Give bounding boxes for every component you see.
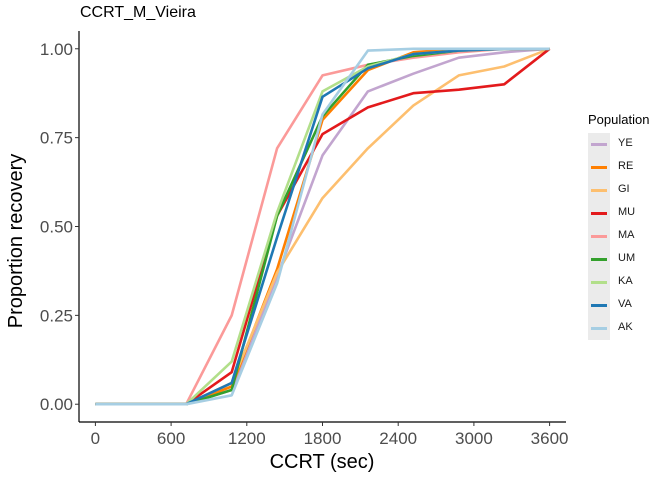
legend-line-icon [591, 212, 607, 215]
legend-item-mu: MU [588, 202, 649, 225]
legend-line-icon [591, 281, 607, 284]
x-tick-label: 3000 [455, 429, 493, 448]
series-line-va [95, 47, 550, 406]
legend-label: MA [618, 229, 635, 241]
legend-title: Population [588, 112, 650, 127]
legend-label: VA [618, 298, 632, 310]
legend-swatch [588, 179, 610, 202]
legend-line-icon [591, 143, 607, 146]
x-tick-label: 3600 [531, 429, 569, 448]
legend-item-re: RE [588, 156, 649, 179]
series-line-gi [95, 47, 551, 406]
series-line-re [95, 47, 550, 406]
series-line-um [95, 47, 550, 406]
legend-label: AK [618, 321, 633, 333]
y-tick-label: 0.25 [40, 306, 73, 325]
legend-item-ma: MA [588, 225, 649, 248]
legend-line-icon [591, 189, 607, 192]
legend-swatch [588, 248, 610, 271]
y-tick-label: 1.00 [40, 40, 73, 59]
y-tick-label: 0.50 [40, 218, 73, 237]
x-tick-label: 1200 [228, 429, 266, 448]
x-tick-label: 0 [91, 429, 100, 448]
legend-line-icon [591, 258, 607, 261]
x-tick-label: 1800 [304, 429, 342, 448]
axes: 0 600 1200 1800 2400 3000 3600 0.00 0.25 0.50 0.75… [40, 31, 569, 448]
legend-swatch [588, 202, 610, 225]
series-line-ma [95, 47, 550, 406]
legend-item-va: VA [588, 294, 649, 317]
legend-line-icon [591, 235, 607, 238]
legend-swatch [588, 156, 610, 179]
legend-label: YE [618, 137, 633, 149]
legend-items: YE RE GI MU MA UM KA VA AK [588, 133, 649, 340]
legend-label: GI [618, 183, 630, 195]
legend-line-icon [591, 166, 607, 169]
series-line-ye [95, 47, 550, 406]
x-tick-label: 2400 [379, 429, 417, 448]
x-axis-label: CCRT (sec) [269, 451, 375, 473]
legend-swatch [588, 271, 610, 294]
series-layer [95, 47, 551, 406]
legend-line-icon [591, 327, 607, 330]
chart-title: CCRT_M_Vieira [80, 4, 196, 21]
legend-swatch [588, 225, 610, 248]
series-line-ak [95, 47, 550, 406]
legend-line-icon [591, 304, 607, 307]
legend-label: MU [618, 206, 636, 218]
series-line-ka [95, 47, 550, 406]
legend-label: RE [618, 160, 634, 172]
legend-item-um: UM [588, 248, 649, 271]
legend-item-ka: KA [588, 271, 649, 294]
legend-swatch [588, 294, 610, 317]
legend-item-ak: AK [588, 317, 649, 340]
y-tick-label: 0.00 [40, 395, 73, 414]
y-tick-label: 0.75 [40, 129, 73, 148]
legend: Population YE RE GI MU MA UM KA VA AK [588, 112, 649, 340]
legend-label: KA [618, 275, 633, 287]
x-tick-label: 600 [157, 429, 185, 448]
legend-item-gi: GI [588, 179, 649, 202]
legend-item-ye: YE [588, 133, 649, 156]
y-axis-label: Proportion recovery [5, 153, 27, 329]
legend-label: UM [618, 252, 636, 264]
legend-swatch [588, 133, 610, 156]
series-line-mu [95, 47, 551, 406]
legend-swatch [588, 317, 610, 340]
